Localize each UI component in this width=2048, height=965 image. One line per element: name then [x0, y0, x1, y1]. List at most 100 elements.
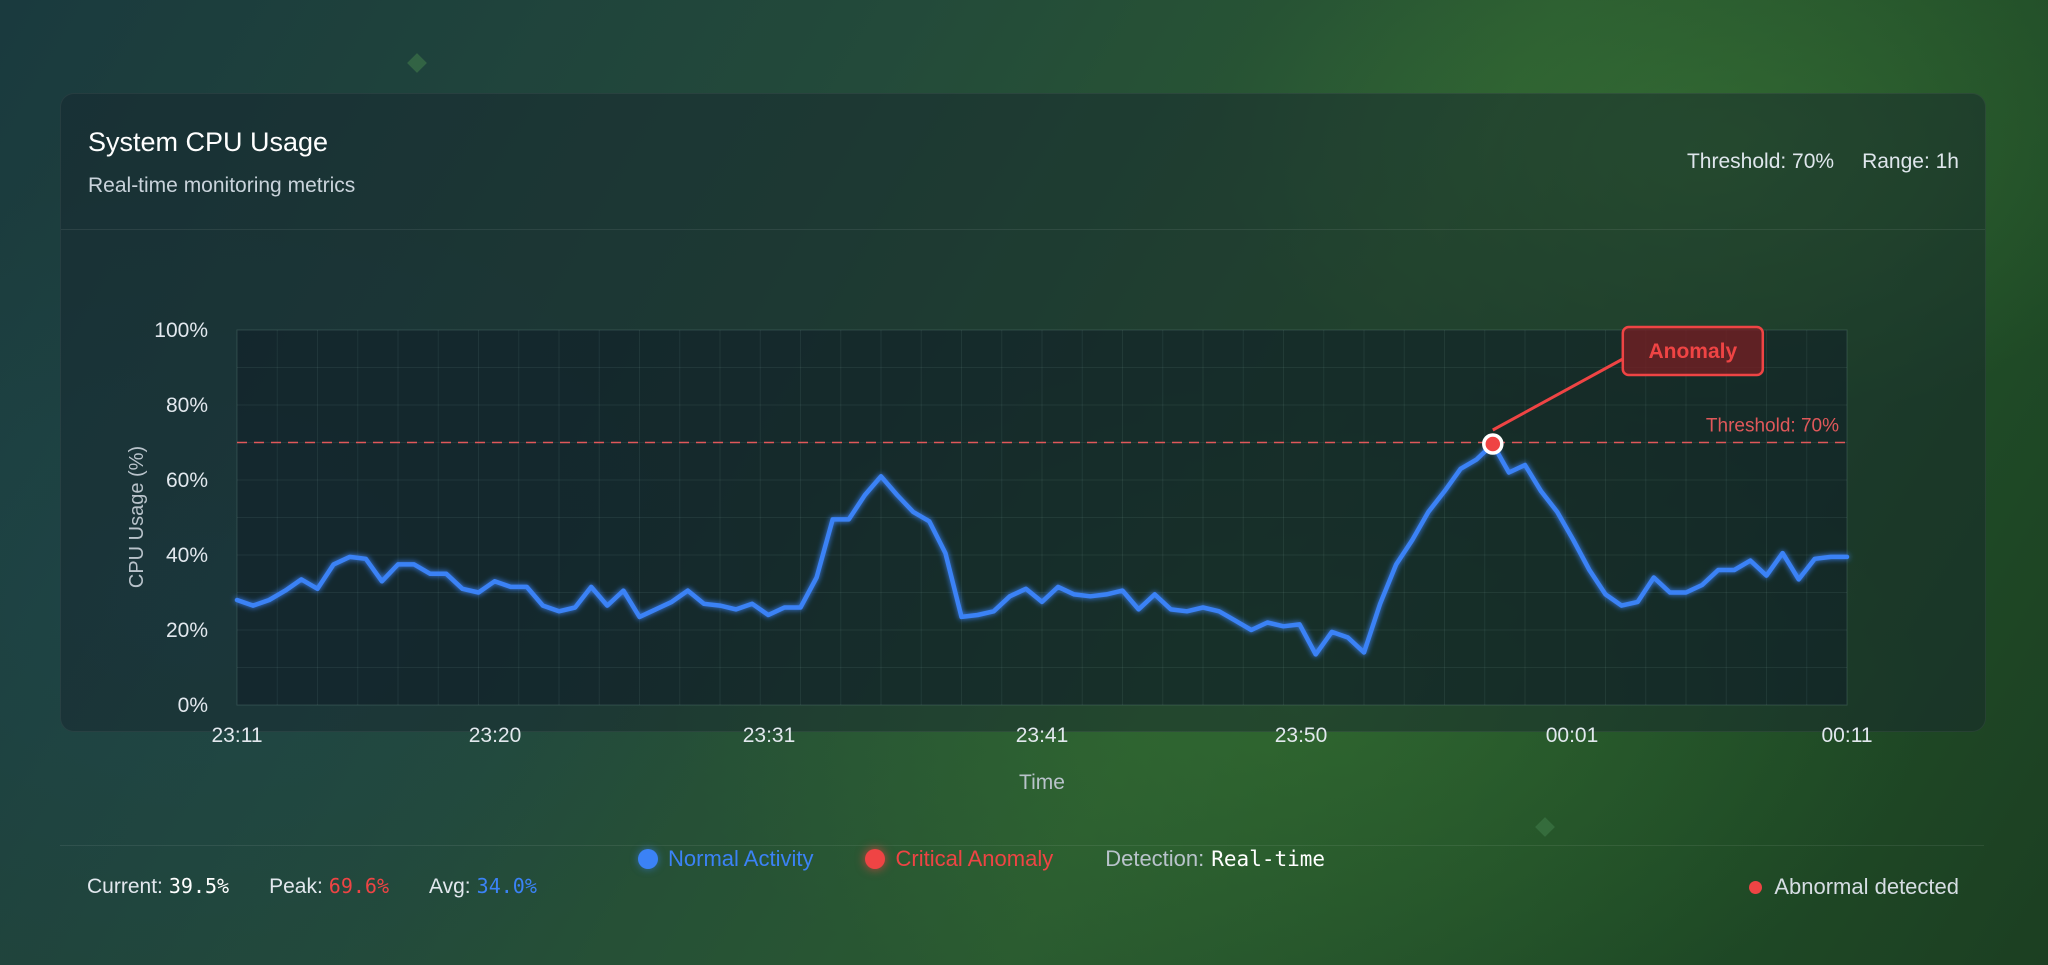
data-point: [1072, 592, 1076, 597]
data-point: [1281, 624, 1286, 629]
x-tick-label: 23:11: [212, 724, 263, 747]
data-point: [1442, 489, 1447, 494]
detection-mode: Detection: Real-time: [1105, 846, 1325, 872]
legend-item-normal[interactable]: Normal Activity: [638, 846, 813, 872]
data-point: [460, 586, 465, 591]
data-point: [895, 493, 899, 497]
legend-critical-swatch: [865, 849, 886, 869]
data-point: [1120, 588, 1125, 593]
data-point: [959, 615, 964, 619]
data-point: [525, 585, 529, 589]
y-tick-label: 20%: [166, 619, 208, 642]
grid-lines: [237, 330, 1847, 705]
data-point: [1845, 555, 1849, 559]
data-point: [508, 585, 513, 589]
stat-peak-value: 69.6%: [328, 874, 389, 898]
data-point: [1152, 592, 1157, 597]
data-point: [1346, 635, 1350, 640]
data-point: [702, 601, 706, 606]
card-header: System CPU Usage Real-time monitoring me…: [61, 94, 1985, 230]
range-info[interactable]: Range: 1h: [1862, 150, 1959, 173]
data-point: [669, 600, 674, 604]
legend-critical-label: Critical Anomaly: [895, 846, 1054, 871]
data-point: [380, 579, 384, 584]
data-point: [798, 605, 803, 610]
data-point: [1764, 573, 1769, 578]
data-point: [1748, 558, 1753, 563]
anomaly-marker[interactable]: [1482, 433, 1504, 455]
data-point: [331, 562, 336, 567]
stat-peak: Peak: 69.6%: [269, 874, 389, 899]
data-point: [1700, 583, 1704, 587]
anomaly-callout[interactable]: [1621, 325, 1765, 377]
data-point: [1796, 577, 1801, 582]
data-point: [541, 603, 545, 608]
data-point: [1426, 510, 1431, 514]
header-meta: Threshold: 70% Range: 1h: [1687, 150, 1959, 174]
data-point: [847, 517, 851, 522]
data-point: [476, 590, 481, 595]
status-dot: [1749, 880, 1763, 894]
data-point: [364, 556, 368, 561]
data-point: [1555, 510, 1559, 514]
data-point: [605, 603, 610, 608]
data-point: [863, 493, 867, 497]
data-point: [1829, 555, 1833, 559]
stat-current-value: 39.5%: [168, 874, 230, 898]
data-point: [1378, 601, 1382, 606]
page-subtitle: Real-time monitoring metrics: [88, 174, 356, 197]
stat-avg-value: 34.0%: [476, 874, 537, 898]
anomaly-connector: [1492, 357, 1624, 432]
stat-peak-label: Peak:: [269, 875, 323, 898]
data-point: [1474, 457, 1479, 462]
data-point: [235, 598, 239, 602]
status-text: Abnormal detected: [1774, 874, 1959, 899]
x-tick-label: 00:11: [1822, 724, 1873, 747]
status-indicator: Abnormal detected: [1749, 874, 1959, 900]
threshold-label: Threshold: 70%: [1706, 416, 1839, 437]
data-point: [718, 603, 722, 608]
anomaly-callout-label: Anomaly: [1648, 340, 1737, 363]
stat-avg-label: Avg:: [429, 875, 471, 898]
data-point: [686, 588, 690, 593]
data-point: [1410, 538, 1415, 542]
data-point: [412, 562, 416, 567]
data-point: [1297, 622, 1302, 627]
data-point: [589, 585, 593, 589]
data-point: [1217, 609, 1221, 614]
data-point: [251, 603, 255, 608]
detection-label: Detection:: [1105, 846, 1205, 871]
threshold-info: Threshold: 70%: [1686, 150, 1835, 173]
x-tick-label: 23:20: [469, 724, 522, 747]
y-tick-label: 100%: [154, 319, 208, 342]
data-point: [1635, 600, 1640, 604]
data-point: [1330, 630, 1334, 634]
data-point: [653, 607, 658, 612]
y-tick-label: 40%: [166, 544, 208, 567]
data-point: [347, 555, 352, 559]
y-tick-label: 60%: [166, 469, 208, 492]
data-point: [1249, 628, 1254, 632]
data-point: [1587, 568, 1592, 572]
data-point: [1732, 568, 1737, 572]
legend-normal-swatch: [638, 849, 658, 869]
data-point: [1104, 592, 1109, 597]
data-point: [1780, 551, 1785, 555]
data-point: [814, 575, 819, 580]
legend-normal-label: Normal Activity: [668, 846, 814, 871]
data-point: [444, 571, 449, 576]
data-point: [782, 605, 787, 610]
legend-item-critical[interactable]: Critical Anomaly: [865, 846, 1053, 872]
data-point: [1539, 489, 1543, 494]
data-point: [621, 588, 626, 593]
data-point: [1652, 575, 1656, 580]
data-point: [1201, 605, 1205, 610]
data-point: [1458, 466, 1463, 471]
data-point: [1362, 650, 1366, 655]
x-tick-label: 23:31: [743, 724, 796, 747]
data-point: [975, 613, 980, 617]
data-point: [879, 474, 883, 479]
data-point: [1716, 568, 1720, 572]
data-point: [1313, 652, 1318, 657]
